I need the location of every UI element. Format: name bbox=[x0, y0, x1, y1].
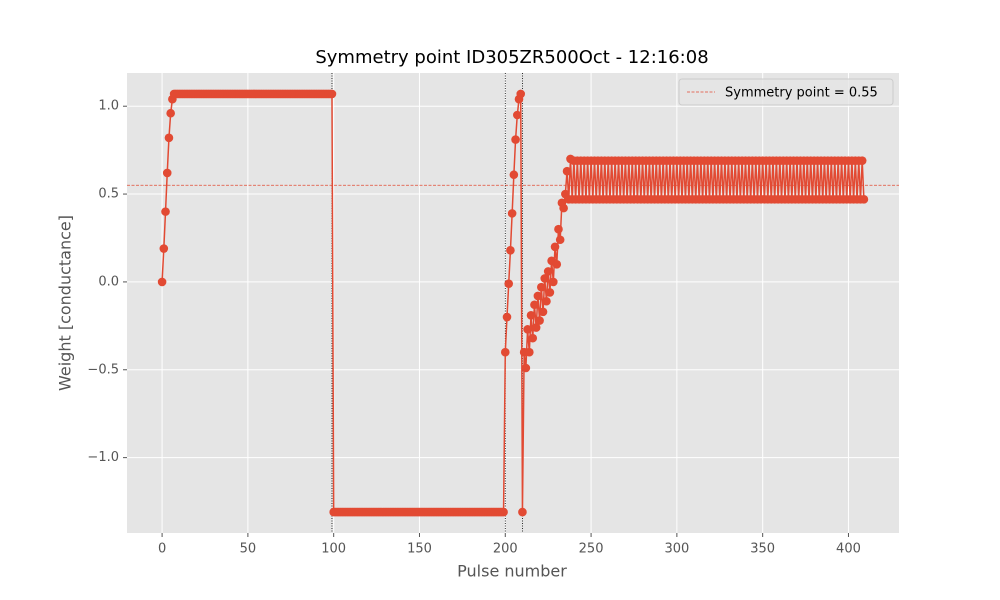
data-point bbox=[562, 166, 572, 176]
x-tick-label: 0 bbox=[158, 542, 166, 557]
data-point bbox=[164, 133, 174, 143]
data-point bbox=[857, 156, 867, 165]
data-point bbox=[533, 291, 543, 301]
data-point bbox=[540, 274, 550, 283]
data-point bbox=[161, 207, 170, 216]
y-tick-label: 1.0 bbox=[98, 99, 119, 114]
legend-box bbox=[678, 78, 894, 106]
data-point bbox=[504, 279, 514, 288]
data-point bbox=[542, 296, 551, 306]
data-point bbox=[523, 325, 532, 334]
data-point bbox=[543, 267, 553, 276]
y-tick-label: 0.5 bbox=[98, 187, 119, 202]
data-point bbox=[157, 277, 167, 287]
plot-area bbox=[127, 73, 899, 533]
data-point bbox=[162, 168, 172, 178]
x-axis-label: Pulse number bbox=[457, 562, 567, 581]
x-tick-label: 250 bbox=[579, 542, 604, 557]
data-point bbox=[537, 282, 546, 292]
data-point bbox=[552, 260, 562, 269]
x-tick-label: 150 bbox=[407, 542, 432, 557]
data-point bbox=[859, 195, 869, 204]
data-point bbox=[528, 333, 538, 343]
data-point bbox=[509, 170, 519, 180]
data-point bbox=[559, 203, 568, 213]
chart-title: Symmetry point ID305ZR500Oct - 12:16:08 bbox=[315, 47, 708, 68]
data-point bbox=[526, 310, 536, 320]
data-point bbox=[502, 312, 512, 322]
data-point bbox=[166, 108, 175, 118]
data-point bbox=[545, 288, 555, 297]
x-tick-label: 50 bbox=[240, 542, 257, 557]
y-tick-label: −1.0 bbox=[87, 450, 119, 465]
y-tick-label: 0.0 bbox=[98, 274, 119, 289]
x-tick-label: 300 bbox=[664, 542, 689, 557]
data-point bbox=[538, 307, 548, 317]
x-tick-label: 200 bbox=[493, 542, 518, 557]
y-axis-label: Weight [conductance] bbox=[56, 215, 75, 391]
data-point bbox=[518, 507, 527, 517]
data-point bbox=[327, 89, 337, 99]
data-point bbox=[554, 224, 563, 234]
data-point bbox=[535, 316, 544, 325]
data-point bbox=[507, 209, 517, 218]
data-point bbox=[511, 135, 520, 144]
data-point bbox=[550, 242, 560, 252]
data-point bbox=[525, 347, 534, 357]
data-point bbox=[500, 347, 510, 357]
data-point bbox=[549, 277, 558, 287]
data-point bbox=[555, 235, 565, 245]
data-point bbox=[499, 507, 508, 517]
data-point bbox=[159, 244, 169, 253]
x-tick-label: 350 bbox=[750, 542, 775, 557]
x-tick-label: 400 bbox=[836, 542, 861, 557]
data-point bbox=[530, 300, 539, 310]
x-tick-label: 100 bbox=[321, 542, 346, 557]
legend-label: Symmetry point = 0.55 bbox=[725, 86, 878, 101]
data-point bbox=[516, 89, 526, 99]
data-point bbox=[512, 110, 522, 120]
y-tick-label: −0.5 bbox=[87, 362, 119, 377]
data-point bbox=[506, 245, 515, 255]
data-point bbox=[521, 363, 531, 373]
data-point bbox=[531, 323, 541, 332]
